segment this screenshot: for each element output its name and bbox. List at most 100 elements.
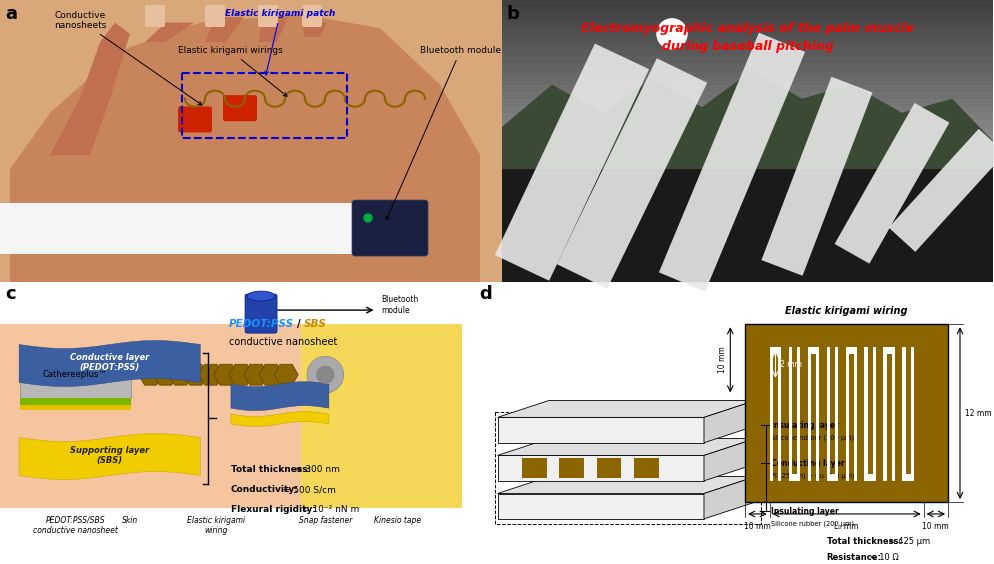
Polygon shape	[258, 17, 287, 42]
Polygon shape	[19, 434, 200, 479]
Bar	[502, 169, 992, 282]
Polygon shape	[557, 58, 707, 289]
Text: Elastic kirigami wiring: Elastic kirigami wiring	[784, 306, 907, 316]
Bar	[502, 91, 992, 99]
Bar	[497, 417, 704, 443]
Text: Snap fastener: Snap fastener	[298, 515, 352, 525]
Text: Conductive layer
(PEDOT:PSS): Conductive layer (PEDOT:PSS)	[70, 353, 149, 372]
Bar	[502, 21, 992, 28]
Bar	[301, 324, 461, 508]
Polygon shape	[826, 347, 837, 481]
Text: Elastic kirigami
wiring: Elastic kirigami wiring	[187, 515, 245, 535]
Bar	[0, 0, 502, 282]
Text: Resistance:: Resistance:	[826, 553, 881, 562]
Polygon shape	[845, 347, 857, 481]
Bar	[0, 324, 461, 508]
Bar	[502, 50, 992, 56]
Text: Conductive
nanosheets: Conductive nanosheets	[54, 11, 202, 105]
Text: 10 mm: 10 mm	[718, 346, 727, 373]
Polygon shape	[205, 17, 244, 42]
Bar	[502, 42, 992, 49]
Polygon shape	[10, 14, 479, 282]
Bar	[502, 85, 992, 92]
Bar	[745, 324, 947, 502]
Bar	[559, 458, 583, 478]
Polygon shape	[704, 400, 754, 443]
Text: 12 mm: 12 mm	[964, 409, 991, 417]
Text: Elastic kirigami wirings: Elastic kirigami wirings	[178, 46, 286, 96]
FancyBboxPatch shape	[352, 200, 427, 256]
Text: Conducting layer: Conducting layer	[769, 459, 843, 468]
Text: Cathereeplus™: Cathereeplus™	[43, 370, 107, 379]
Bar	[502, 28, 992, 35]
Bar	[502, 78, 992, 85]
Text: Silicone rubber (200 μm): Silicone rubber (200 μm)	[769, 435, 853, 441]
Text: Insulating layer: Insulating layer	[769, 421, 838, 430]
Bar	[497, 456, 704, 481]
FancyBboxPatch shape	[205, 5, 225, 27]
Text: 10 mm: 10 mm	[921, 522, 948, 531]
Polygon shape	[214, 364, 238, 385]
Text: Insulating layer: Insulating layer	[769, 506, 838, 515]
Polygon shape	[788, 347, 799, 481]
Text: conductive nanosheet: conductive nanosheet	[229, 337, 337, 347]
Circle shape	[656, 19, 686, 49]
Bar	[0, 282, 502, 564]
Polygon shape	[258, 364, 283, 385]
Polygon shape	[303, 23, 327, 37]
Text: L₀ mm: L₀ mm	[834, 522, 858, 531]
Polygon shape	[883, 347, 895, 481]
Text: PI (25 μm) + Cu (0.3 μm): PI (25 μm) + Cu (0.3 μm)	[769, 473, 854, 479]
Polygon shape	[231, 382, 329, 411]
Text: b: b	[507, 5, 519, 23]
Polygon shape	[273, 364, 298, 385]
Text: c: c	[5, 285, 16, 303]
Polygon shape	[704, 477, 754, 519]
Text: Kinesio tape: Kinesio tape	[374, 515, 420, 525]
Bar	[0, 0, 502, 282]
Bar	[502, 99, 992, 106]
Text: 2 mm: 2 mm	[779, 360, 801, 368]
Circle shape	[307, 356, 343, 393]
Polygon shape	[50, 23, 130, 155]
Polygon shape	[231, 412, 329, 426]
Bar	[502, 113, 992, 120]
Bar	[502, 106, 992, 113]
Text: ≈ 500 S/cm: ≈ 500 S/cm	[280, 485, 336, 494]
Text: Total thickness:: Total thickness:	[826, 537, 901, 546]
Polygon shape	[244, 364, 267, 385]
Bar	[497, 494, 704, 519]
Bar	[20, 352, 130, 398]
FancyBboxPatch shape	[245, 294, 276, 333]
Bar	[502, 134, 992, 141]
Circle shape	[316, 365, 334, 384]
Text: Elastic kirigami patch: Elastic kirigami patch	[225, 9, 335, 75]
Bar	[20, 398, 130, 411]
Text: Bluetooth
module: Bluetooth module	[381, 296, 418, 315]
Text: Electromyographic analysis of the palm muscle: Electromyographic analysis of the palm m…	[580, 22, 913, 35]
Polygon shape	[19, 341, 200, 386]
Polygon shape	[138, 364, 163, 385]
Text: /: /	[296, 319, 300, 329]
Bar	[182, 73, 347, 138]
Polygon shape	[145, 23, 194, 42]
Polygon shape	[704, 439, 754, 481]
Polygon shape	[153, 364, 178, 385]
Polygon shape	[834, 103, 948, 263]
Bar	[502, 56, 992, 64]
Text: < 10⁻² nN m: < 10⁻² nN m	[299, 505, 359, 514]
Polygon shape	[497, 400, 754, 417]
Polygon shape	[502, 70, 992, 282]
Text: Total thickness:: Total thickness:	[231, 465, 311, 474]
Text: a: a	[5, 5, 17, 23]
Polygon shape	[658, 33, 804, 292]
Ellipse shape	[247, 291, 274, 301]
Text: Flexural rigidity:: Flexural rigidity:	[231, 505, 315, 514]
Text: < 10 Ω: < 10 Ω	[867, 553, 899, 562]
Text: during baseball pitching: during baseball pitching	[661, 40, 833, 53]
Bar	[502, 7, 992, 14]
Bar	[596, 458, 621, 478]
FancyBboxPatch shape	[302, 5, 322, 27]
Polygon shape	[199, 364, 223, 385]
FancyBboxPatch shape	[178, 107, 212, 133]
